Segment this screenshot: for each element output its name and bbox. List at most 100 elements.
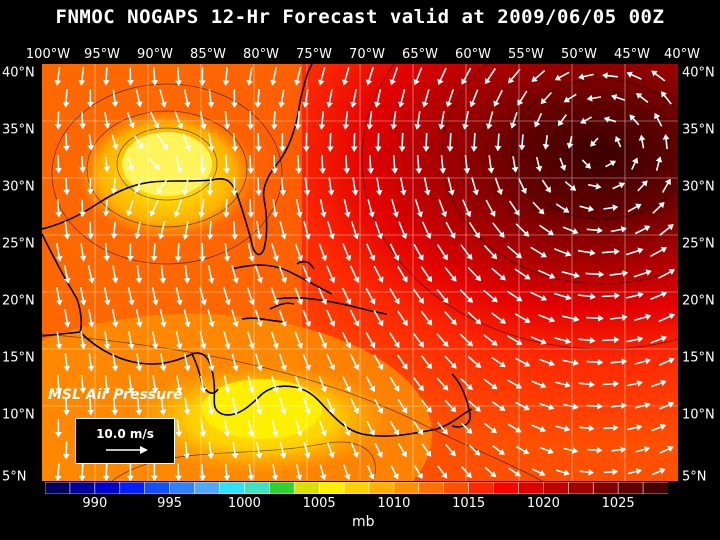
wind-arrow <box>255 353 263 372</box>
wind-arrow <box>530 380 547 389</box>
wind-arrow <box>483 378 498 390</box>
colorbar-swatch <box>642 482 668 494</box>
wind-arrow <box>294 243 303 262</box>
wind-arrow <box>506 335 523 345</box>
wind-arrow <box>183 89 191 108</box>
wind-arrow <box>487 155 495 174</box>
colorbar-tick-label: 1010 <box>377 496 411 511</box>
wind-arrow <box>278 353 287 371</box>
wind-arrow <box>78 67 86 86</box>
wind-arrow <box>175 66 182 86</box>
wind-arrow <box>103 287 111 306</box>
wind-arrow <box>485 199 496 217</box>
wind-arrow <box>444 399 457 413</box>
wind-arrow <box>602 380 619 388</box>
wind-arrow <box>389 243 400 261</box>
wind-arrow <box>532 201 545 215</box>
wind-arrow <box>365 67 374 86</box>
wind-arrow <box>471 177 479 196</box>
wind-arrow <box>389 67 399 86</box>
wind-arrow <box>467 266 482 282</box>
wind-arrow <box>655 156 663 171</box>
colorbar-swatch <box>119 482 146 494</box>
wind-arrow <box>271 375 279 393</box>
wind-arrow <box>183 353 191 372</box>
wind-arrow <box>223 287 231 306</box>
wind-arrow <box>342 243 352 262</box>
wind-arrow <box>318 287 328 305</box>
wind-arrow <box>459 289 474 303</box>
wind-arrow <box>511 156 519 173</box>
wind-arrow <box>303 221 311 240</box>
wind-arrow <box>484 422 497 434</box>
wind-arrow <box>87 178 94 195</box>
wind-arrow <box>581 159 591 169</box>
wind-arrow <box>420 266 433 283</box>
wind-arrow <box>460 378 473 391</box>
wind-arrow <box>150 243 158 262</box>
wind-arrow <box>365 376 376 393</box>
wind-arrow <box>650 291 668 301</box>
wind-arrow <box>463 155 471 174</box>
wind-arrow <box>494 177 503 196</box>
wind-arrow <box>659 401 675 410</box>
colorbar-swatch <box>293 482 320 494</box>
wind-arrow <box>611 446 627 454</box>
wind-arrow <box>351 176 359 196</box>
wind-arrow <box>610 402 627 410</box>
wind-arrow <box>183 265 191 284</box>
wind-arrow <box>554 337 572 345</box>
wind-arrow <box>295 420 303 437</box>
wind-arrow <box>650 246 668 258</box>
scale-label: 10.0 m/s <box>96 427 154 441</box>
wind-arrow <box>485 111 494 130</box>
wind-arrow <box>110 221 118 240</box>
wind-arrow <box>103 111 111 129</box>
lon-label: 95°W <box>84 47 120 62</box>
lat-label: 20°N <box>682 293 715 309</box>
wind-arrow <box>389 376 400 392</box>
wind-arrow <box>318 420 327 437</box>
colorbar-swatch <box>268 482 295 494</box>
wind-arrow <box>436 333 449 348</box>
wind-arrow <box>231 220 238 240</box>
wind-arrow <box>588 183 602 190</box>
wind-arrow <box>470 132 478 152</box>
wind-arrow <box>246 287 255 306</box>
wind-arrow <box>207 88 215 108</box>
wind-arrow <box>541 179 552 193</box>
wind-arrow <box>254 265 263 284</box>
wind-arrow <box>103 331 111 350</box>
wind-arrow <box>279 176 287 196</box>
wind-arrow <box>436 421 448 435</box>
wind-arrow <box>62 89 70 108</box>
wind-arrow <box>63 221 71 240</box>
colorbar-swatch <box>169 482 196 494</box>
wind-arrow <box>102 463 110 481</box>
wind-arrow <box>294 67 302 86</box>
colorbar-tick-label: 1005 <box>302 496 336 511</box>
lat-label: 40°N <box>2 65 35 81</box>
wind-arrow <box>270 287 279 306</box>
wind-arrow <box>389 287 400 305</box>
wind-arrow <box>55 155 62 174</box>
wind-arrow <box>151 67 159 86</box>
wind-arrow <box>391 154 399 174</box>
wind-arrow <box>183 397 191 416</box>
wind-arrow <box>539 402 555 411</box>
wind-arrow <box>54 111 62 130</box>
wind-arrow <box>79 111 86 130</box>
wind-arrow <box>278 88 285 108</box>
wind-arrow <box>650 335 667 344</box>
wind-arrow <box>444 311 457 326</box>
wind-arrow <box>515 223 530 237</box>
wind-arrow <box>159 265 167 284</box>
wind-arrow <box>79 156 86 173</box>
wind-arrow <box>397 89 406 108</box>
wind-scale-legend: 10.0 m/s <box>75 418 175 464</box>
wind-arrow <box>79 199 86 218</box>
wind-arrow <box>319 199 327 218</box>
wind-arrow <box>635 92 649 104</box>
wind-arrow <box>397 398 408 414</box>
wind-arrow <box>294 287 304 306</box>
